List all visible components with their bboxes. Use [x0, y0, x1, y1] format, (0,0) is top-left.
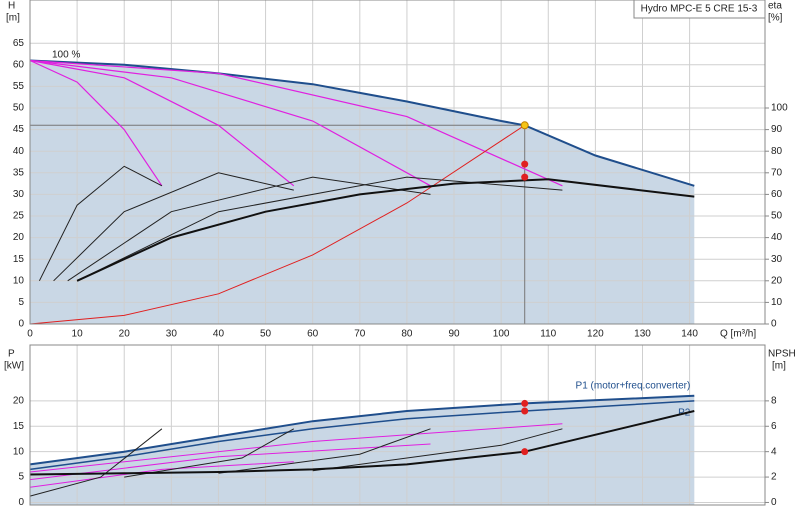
x-tick-label: 50: [260, 329, 272, 340]
y2-tick-label: 100: [771, 103, 788, 114]
y-tick-label: 0: [18, 497, 24, 508]
y-tick-label: 50: [13, 103, 25, 114]
series-line: [124, 428, 295, 478]
area: [30, 60, 695, 324]
y-tick-label: 55: [13, 81, 25, 92]
chart-title: Hydro MPC-E 5 CRE 15-3: [641, 4, 758, 15]
y-axis-label: P: [8, 349, 15, 360]
duty-point: [521, 173, 529, 181]
y2-tick-label: 80: [771, 146, 783, 157]
y-tick-label: 20: [13, 232, 25, 243]
y2-tick-label: 70: [771, 167, 783, 178]
y-tick-label: 15: [13, 254, 25, 265]
x-tick-label: 70: [354, 329, 366, 340]
y-tick-label: 0: [18, 319, 24, 330]
y-tick-label: 5: [18, 472, 24, 483]
annotation: 100 %: [52, 50, 80, 61]
series-line: [29, 423, 563, 473]
y-tick-label: 25: [13, 211, 25, 222]
x-tick-label: 120: [587, 329, 604, 340]
series-line: [53, 172, 294, 282]
x-tick-label: 130: [634, 329, 651, 340]
y2-axis-unit: [%]: [768, 13, 783, 24]
x-tick-label: 80: [401, 329, 413, 340]
area-layer: [30, 395, 695, 505]
area-layer: [30, 60, 695, 324]
y2-tick-label: 50: [771, 211, 783, 222]
x-tick-label: 10: [72, 329, 84, 340]
y-tick-label: 10: [13, 446, 25, 457]
y-tick-label: 45: [13, 124, 25, 135]
series-line: [29, 124, 525, 325]
y2-tick-label: 60: [771, 189, 783, 200]
y2-tick-label: 8: [771, 396, 777, 407]
y-tick-label: 40: [13, 146, 25, 157]
y2-tick-label: 20: [771, 275, 783, 286]
plot: 0 10 20 30 40 50 60 70 80 90 100 110 120 130 140051015…: [13, 0, 788, 340]
x-tick-label: 0: [27, 329, 33, 340]
y2-tick-label: 10: [771, 297, 783, 308]
y-tick-label: 20: [13, 396, 25, 407]
x-tick-label: 100: [493, 329, 510, 340]
series-line: [312, 428, 563, 472]
y2-tick-label: 90: [771, 124, 783, 135]
y2-tick-label: 4: [771, 446, 777, 457]
y-tick-label: 30: [13, 189, 25, 200]
x-tick-label: 30: [166, 329, 178, 340]
x-tick-label: 40: [213, 329, 225, 340]
series-line: [29, 428, 163, 497]
x-tick-label: 20: [119, 329, 131, 340]
x-tick-label: 90: [448, 329, 460, 340]
duty-point: [521, 160, 529, 168]
y2-tick-label: 40: [771, 232, 783, 243]
duty-point: [520, 121, 529, 130]
title-box: [633, 0, 766, 19]
y2-axis-label: NPSH: [768, 349, 796, 360]
y-axis-unit: [kW]: [4, 361, 24, 372]
series-line: [29, 59, 163, 187]
series-line: [29, 461, 294, 488]
series-line: [29, 59, 695, 187]
series-line: [29, 59, 295, 187]
series-line: [67, 176, 431, 282]
series-line: [29, 59, 431, 187]
x-tick-label: 110: [540, 329, 556, 340]
y-tick-label: 10: [13, 275, 25, 286]
y-tick-label: 35: [13, 167, 25, 178]
y2-axis-unit: [m]: [772, 361, 786, 372]
y-tick-label: 5: [18, 297, 24, 308]
y2-tick-label: 0: [771, 319, 777, 330]
series-line: [218, 428, 431, 474]
series-line: [76, 178, 695, 282]
y-tick-label: 60: [13, 59, 25, 70]
x-tick-label: 60: [307, 329, 319, 340]
series-line: [38, 165, 163, 282]
x-tick-label: 140: [681, 329, 698, 340]
area: [30, 395, 695, 505]
duty-point: [521, 399, 529, 407]
series-line: [29, 443, 431, 481]
duty-point: [521, 407, 529, 415]
plot-frame: [29, 0, 766, 325]
y-tick-label: 65: [13, 38, 25, 49]
y2-axis-label: eta: [768, 1, 782, 12]
y2-tick-label: 2: [771, 472, 777, 483]
series-line: [76, 176, 563, 282]
legend-label: P1 (motor+freq.converter): [576, 380, 691, 391]
duty-point: [521, 448, 529, 456]
x-axis-label: Q [m³/h]: [720, 329, 756, 340]
y2-tick-label: 6: [771, 421, 777, 432]
y-axis-unit: [m]: [6, 13, 20, 24]
y2-tick-label: 30: [771, 254, 783, 265]
y-axis-label: H: [8, 1, 15, 12]
plot-frame: [29, 344, 766, 506]
y-tick-label: 15: [13, 421, 25, 432]
y2-tick-label: 0: [771, 497, 777, 508]
